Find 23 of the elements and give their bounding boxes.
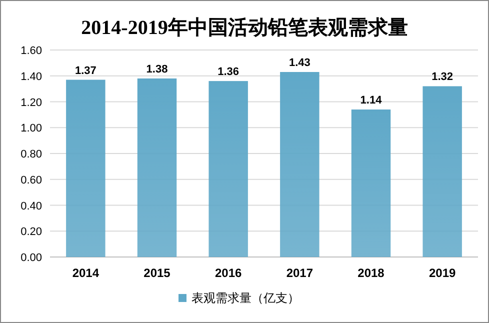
y-tick-label: 0.40 [20, 200, 42, 212]
data-label: 1.36 [218, 66, 240, 78]
x-tick-label: 2018 [358, 266, 385, 280]
data-label: 1.38 [146, 63, 168, 76]
y-tick-label: 1.20 [20, 96, 42, 109]
y-tick-label: 1.40 [20, 70, 42, 83]
data-label: 1.37 [74, 64, 96, 77]
y-tick-label: 0.60 [20, 174, 42, 186]
x-tick-label: 2017 [286, 266, 314, 280]
x-tick-label: 2019 [428, 266, 456, 280]
y-tick-label: 0.00 [20, 252, 42, 264]
data-label: 1.43 [288, 56, 310, 69]
x-tick-label: 2015 [144, 266, 171, 280]
data-label: 1.14 [360, 94, 383, 107]
y-tick-label: 1.00 [20, 122, 42, 135]
y-tick-label: 0.20 [20, 226, 42, 238]
y-tick-label: 1.60 [20, 45, 42, 57]
y-tick-label: 0.80 [20, 148, 42, 160]
title: 2014-2019年中国活动铅笔表观需求量 [81, 17, 408, 39]
data-label: 1.32 [432, 71, 454, 84]
x-tick-label: 2016 [214, 266, 242, 280]
x-tick-label: 2014 [72, 266, 100, 280]
legend: 表观需求量（亿支） [178, 291, 300, 305]
